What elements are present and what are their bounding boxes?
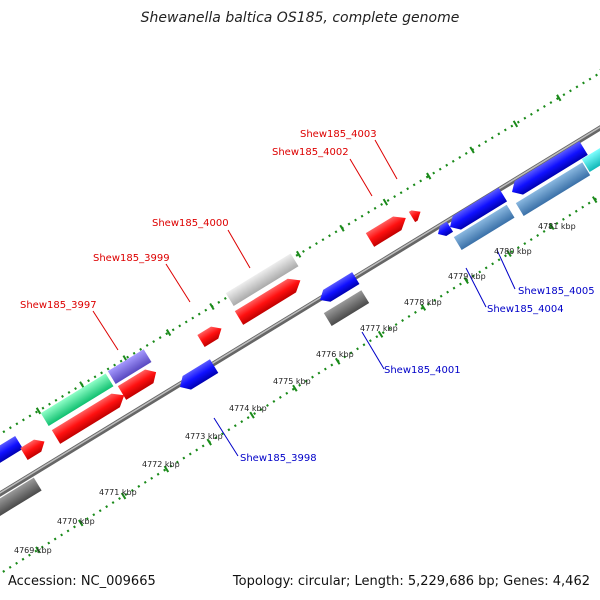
outer-tick-8 [339, 224, 345, 232]
gene-steel-right [515, 162, 591, 216]
kbp-label-4778: 4778 kbp [404, 298, 442, 307]
gene-dgray-far-left [0, 477, 42, 526]
leader-4003 [374, 139, 398, 180]
inner-tick-12 [506, 250, 512, 257]
genome-backbone-highlight [0, 126, 600, 494]
kbp-tick-labels: 4769 kbp 4770 kbp 4771 kbp 4772 kbp 4773… [14, 222, 576, 555]
outer-tick-4 [165, 329, 172, 337]
label-shew185-4003: Shew185_4003 [300, 129, 377, 140]
inner-tick-14 [592, 196, 598, 204]
kbp-label-4780: 4780 kbp [494, 247, 532, 256]
inner-tick-8 [335, 357, 341, 365]
label-shew185-4002: Shew185_4002 [272, 147, 349, 158]
outer-tick-13 [556, 94, 562, 102]
kbp-label-4771: 4771 kbp [99, 488, 137, 497]
reverse-strand-genes [0, 138, 600, 526]
leader-3999 [165, 263, 191, 303]
leader-3997 [92, 310, 119, 351]
kbp-label-4773: 4773 kbp [185, 432, 223, 441]
bottom-label-leaders [213, 249, 516, 457]
label-shew185-3999: Shew185_3999 [93, 253, 170, 264]
kbp-label-4774: 4774 kbp [229, 404, 267, 413]
map-title: Shewanella baltica OS185, complete genom… [140, 10, 460, 26]
outer-tick-5 [209, 302, 215, 310]
gene-red-4000b [234, 278, 301, 325]
top-label-leaders [92, 139, 398, 351]
gene-shew185-3997 [51, 393, 125, 444]
inner-ring-ticks [35, 196, 598, 554]
inner-tick-3 [120, 492, 127, 500]
inner-tick-5 [206, 438, 212, 446]
inner-tick-4 [163, 465, 170, 473]
outer-tick-12 [512, 120, 519, 128]
kbp-label-4779: 4779 kbp [448, 272, 486, 281]
gene-blue-small-4004 [438, 221, 454, 236]
inner-tick-2 [78, 519, 84, 527]
inner-tick-1 [35, 546, 41, 554]
gene-blue-right-a [512, 141, 588, 195]
gene-shew185-4004 [450, 187, 508, 230]
forward-strand-genes [0, 210, 421, 476]
inner-tick-7 [292, 384, 298, 392]
gene-shew185-3998 [180, 359, 219, 390]
inner-tick-10 [420, 303, 427, 311]
kbp-label-4772: 4772 kbp [142, 460, 180, 469]
gene-blue-far-left [0, 436, 23, 476]
accession-text: Accession: NC_009665 [8, 574, 156, 589]
genome-backbone [0, 125, 600, 497]
outer-tick-11 [469, 146, 475, 154]
inner-tick-11 [463, 276, 469, 284]
kbp-label-4777: 4777 kbp [360, 324, 398, 333]
kbp-label-4781: 4781 kbp [538, 222, 576, 231]
outer-tick-7 [295, 250, 302, 258]
kbp-label-4770: 4770 kbp [57, 517, 95, 526]
leader-4001 [361, 331, 385, 370]
leader-4004 [465, 267, 487, 308]
kbp-label-4769: 4769 kbp [14, 546, 52, 555]
gene-lavender [107, 349, 152, 384]
leader-4005 [496, 249, 516, 290]
label-shew185-4004: Shew185_4004 [487, 304, 564, 315]
gene-shew185-4001 [323, 290, 370, 326]
gene-cyan-right [581, 138, 600, 172]
leader-3998 [213, 417, 239, 457]
inner-ring-dots [0, 194, 600, 576]
leader-4000 [227, 229, 251, 269]
label-shew185-4001: Shew185_4001 [384, 365, 461, 376]
label-shew185-4005: Shew185_4005 [518, 286, 595, 297]
gene-red-arrow-left [20, 439, 45, 460]
gene-shew185-4003 [408, 210, 421, 223]
gene-shew185-3999 [197, 326, 222, 347]
gene-shew185-4000 [225, 253, 299, 306]
inner-tick-6 [249, 411, 255, 419]
topology-text: Topology: circular; Length: 5,229,686 bp… [232, 574, 590, 589]
outer-tick-9 [382, 198, 389, 206]
outer-tick-10 [426, 172, 432, 180]
kbp-label-4776: 4776 kbp [316, 350, 354, 359]
label-shew185-3998: Shew185_3998 [240, 453, 317, 464]
outer-tick-2 [79, 381, 85, 389]
gene-mint [40, 373, 114, 426]
gene-shew185-4002 [365, 216, 406, 247]
outer-tick-1 [35, 407, 42, 415]
kbp-label-4775: 4775 kbp [273, 377, 311, 386]
inner-tick-13 [549, 223, 555, 231]
label-shew185-4000: Shew185_4000 [152, 218, 229, 229]
gene-blue-4001a [320, 272, 360, 302]
label-shew185-3997: Shew185_3997 [20, 300, 97, 311]
gene-shew185-4005 [453, 204, 515, 250]
leader-4002 [349, 158, 373, 197]
gene-red-3997b [117, 369, 157, 400]
inner-tick-9 [377, 330, 384, 338]
